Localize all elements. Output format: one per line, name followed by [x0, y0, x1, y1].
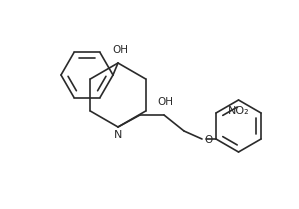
Text: O: O — [204, 135, 212, 145]
Text: OH: OH — [112, 45, 128, 55]
Text: OH: OH — [157, 97, 173, 107]
Text: N: N — [114, 130, 122, 140]
Text: NO₂: NO₂ — [228, 106, 249, 116]
